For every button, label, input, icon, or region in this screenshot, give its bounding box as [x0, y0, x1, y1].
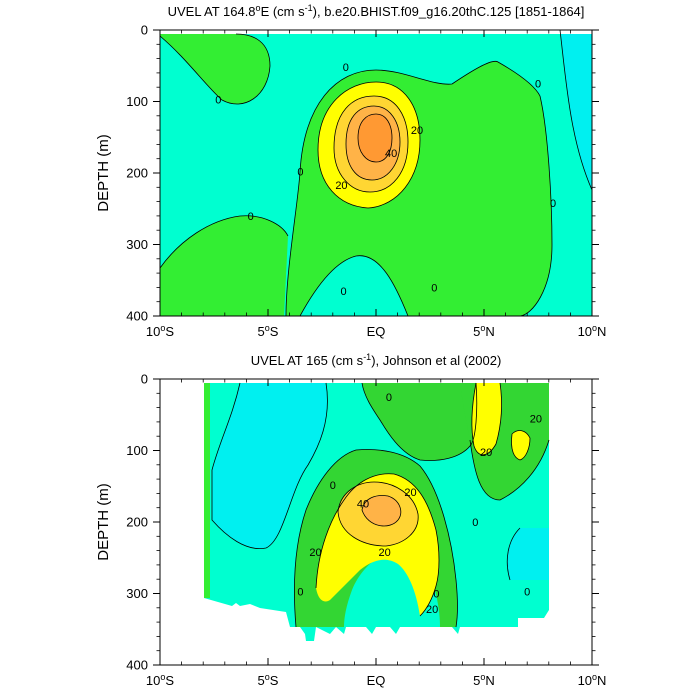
top-contour-label: 0	[431, 282, 437, 294]
bottom-contour-label: 20	[404, 487, 416, 499]
top-y-tick-label: 100	[126, 94, 148, 109]
top-line-zero-nw	[160, 33, 271, 105]
bottom-y-tick-label: 100	[126, 443, 148, 458]
top-contour-label: 0	[535, 79, 541, 91]
top-fill-cyan-east	[560, 30, 592, 190]
top-y-axis-label: DEPTH (m)	[95, 134, 112, 212]
top-line-ten	[317, 81, 421, 209]
bottom-line-twenty-east	[471, 382, 503, 456]
bottom-fill-yellow-east-band	[471, 383, 502, 455]
bottom-fill-green-north	[362, 383, 477, 461]
top-y-tick-label: 0	[141, 23, 148, 38]
top-y-tick-label: 200	[126, 166, 148, 181]
top-line-zero-sw	[160, 215, 289, 269]
top-y-tick-label: 400	[126, 309, 148, 324]
top-x-tick-label: 5oS	[258, 323, 279, 339]
top-contour-label: 20	[335, 180, 347, 192]
top-contour-fills	[160, 30, 592, 316]
top-contour-lines	[160, 30, 592, 316]
bottom-fill-coastal-strip	[204, 383, 210, 598]
bottom-line-twenty-main	[315, 473, 440, 617]
bottom-contour-label: 0	[386, 392, 392, 404]
bottom-contour-label: 0	[433, 589, 439, 601]
bottom-fill-cyan-west	[212, 383, 328, 549]
bottom-x-tick-label: 5oS	[258, 672, 279, 688]
top-x-tick-label: 10oS	[146, 323, 174, 339]
bottom-contour-label: 40	[357, 498, 369, 510]
top-line-zero-south	[299, 255, 409, 316]
bottom-fill-orange-light	[362, 495, 401, 526]
top-line-thirty	[345, 105, 401, 181]
top-contour-label: 20	[411, 125, 423, 137]
top-contour-label: 0	[248, 211, 254, 223]
bottom-contour-label: 20	[480, 447, 492, 459]
top-line-zero-east	[559, 30, 592, 191]
top-fill-green-northwest	[160, 34, 270, 105]
bottom-contour-label: 0	[330, 480, 336, 492]
bottom-line-forty	[361, 495, 402, 527]
top-contour-label: 0	[550, 198, 556, 210]
bottom-contour-label: 20	[309, 547, 321, 559]
bottom-fill-yellow-east-spot	[511, 430, 530, 460]
bottom-contour-fills	[204, 383, 549, 641]
bottom-x-axis: 10oS 5oS EQ 5oN 10oN	[146, 379, 607, 688]
top-x-tick-label: EQ	[367, 324, 386, 339]
top-fill-green-southwest	[160, 215, 288, 316]
bottom-x-tick-label: 10oS	[146, 672, 174, 688]
bottom-x-tick-label: 5oN	[473, 672, 495, 688]
bottom-x-tick-label: EQ	[367, 673, 386, 688]
top-chart-title: UVEL AT 164.8oE (cm s-1), b.e20.BHIST.f0…	[168, 3, 585, 19]
bottom-contour-label: 20	[426, 604, 438, 616]
top-contour-label: 0	[297, 167, 303, 179]
top-contour-label: 0	[341, 286, 347, 298]
bottom-fill-cyan-east	[507, 528, 549, 580]
top-contour-plot: 0 0 0 0 0 0 0 0 20 40 20 10oS 5oS EQ 5oN 10oN 0 100 200 3…	[95, 3, 606, 339]
top-line-twenty	[333, 95, 409, 193]
bottom-line-thirty	[337, 481, 419, 547]
bottom-line-zero-east	[506, 527, 521, 581]
bottom-contour-labels: 0 0 0 0 0 0 20 20 40 20 20 20 20	[297, 392, 542, 616]
top-fill-orange	[358, 114, 392, 162]
bottom-contour-label: 20	[530, 413, 542, 425]
bottom-contour-label: 20	[379, 547, 391, 559]
bottom-y-tick-label: 200	[126, 515, 148, 530]
bottom-chart-title: UVEL AT 165 (cm s-1), Johnson et al (200…	[251, 352, 502, 368]
bottom-x-tick-label: 10oN	[578, 672, 607, 688]
bottom-line-ten-east	[469, 439, 550, 501]
bottom-line-zero-north	[361, 382, 478, 461]
top-x-tick-label: 5oN	[473, 323, 495, 339]
top-contour-label: 0	[343, 62, 349, 74]
top-contour-labels: 0 0 0 0 0 0 0 0 20 40 20	[215, 62, 556, 298]
bottom-contour-label: 0	[472, 517, 478, 529]
top-contour-label: 0	[215, 94, 221, 106]
bottom-contour-label: 0	[524, 586, 530, 598]
top-line-forty	[357, 113, 393, 163]
top-contour-label: 40	[385, 148, 397, 160]
bottom-y-tick-label: 0	[141, 372, 148, 387]
bottom-y-tick-label: 300	[126, 586, 148, 601]
bottom-line-twenty-spot	[511, 430, 531, 461]
bottom-y-tick-label: 400	[126, 658, 148, 673]
top-y-tick-label: 300	[126, 237, 148, 252]
bottom-contour-lines	[211, 382, 550, 628]
bottom-line-zero-west	[211, 382, 328, 550]
bottom-line-zero-main	[294, 449, 458, 628]
top-x-tick-label: 10oN	[578, 323, 607, 339]
top-line-zero-main	[285, 60, 553, 316]
bottom-y-axis-label: DEPTH (m)	[95, 483, 112, 561]
bottom-contour-label: 0	[297, 586, 303, 598]
top-x-axis: 10oS 5oS EQ 5oN 10oN	[146, 30, 607, 339]
